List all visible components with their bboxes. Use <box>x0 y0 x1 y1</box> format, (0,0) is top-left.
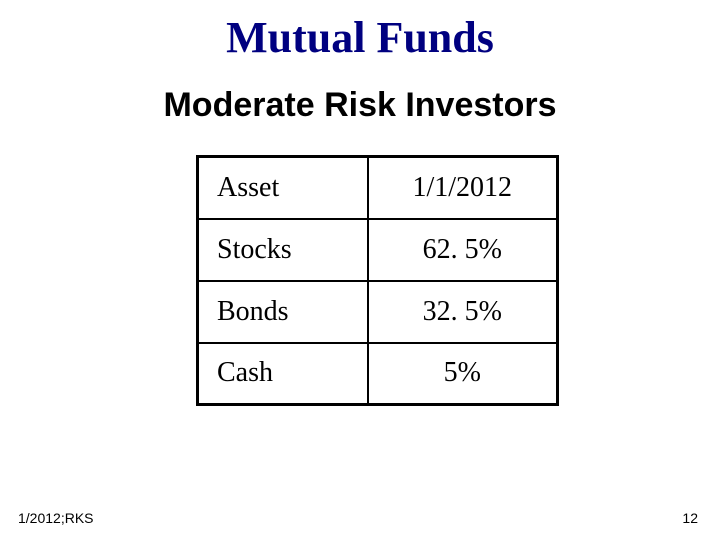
table-row: Bonds 32. 5% <box>198 281 558 343</box>
page-number: 12 <box>682 510 698 526</box>
cell-value: 62. 5% <box>368 219 558 281</box>
table-header-row: Asset 1/1/2012 <box>198 157 558 219</box>
allocation-table: Asset 1/1/2012 Stocks 62. 5% Bonds 32. 5… <box>196 155 559 406</box>
cell-value: 32. 5% <box>368 281 558 343</box>
header-asset: Asset <box>198 157 368 219</box>
slide-title: Mutual Funds <box>0 12 720 63</box>
table-row: Cash 5% <box>198 343 558 405</box>
cell-value: 5% <box>368 343 558 405</box>
slide: Mutual Funds Moderate Risk Investors Ass… <box>0 0 720 540</box>
cell-asset: Stocks <box>198 219 368 281</box>
footer-left: 1/2012;RKS <box>18 510 94 526</box>
header-date: 1/1/2012 <box>368 157 558 219</box>
cell-asset: Cash <box>198 343 368 405</box>
cell-asset: Bonds <box>198 281 368 343</box>
slide-subtitle: Moderate Risk Investors <box>0 86 720 125</box>
table-row: Stocks 62. 5% <box>198 219 558 281</box>
